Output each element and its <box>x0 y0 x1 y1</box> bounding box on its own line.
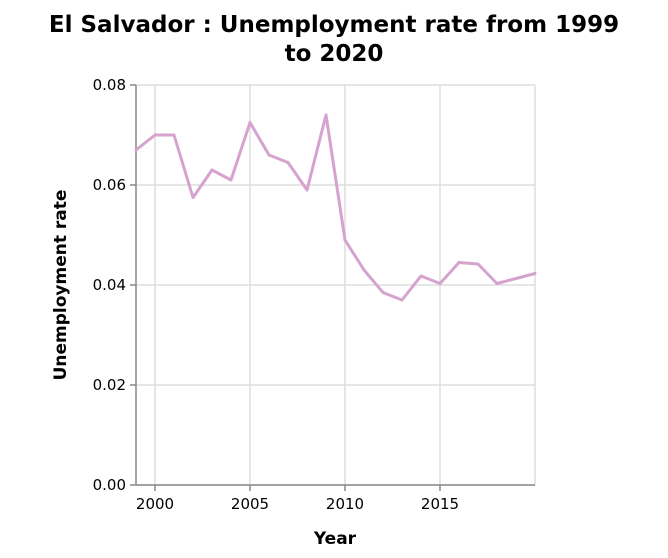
series-line <box>134 113 537 302</box>
data-point <box>438 282 442 285</box>
y-tick-label: 0.04 <box>93 276 126 294</box>
data-point <box>324 113 328 117</box>
grid <box>136 84 536 486</box>
data-point <box>343 238 347 242</box>
x-tick-label: 2010 <box>326 495 364 513</box>
data-point <box>495 282 499 285</box>
data-point <box>419 274 423 278</box>
data-point <box>267 153 271 157</box>
data-point <box>400 298 404 302</box>
x-tick-label: 2005 <box>231 495 269 513</box>
x-tick-label: 2000 <box>136 495 174 513</box>
data-point <box>457 261 461 264</box>
axes: 0.00 0.02 0.04 0.06 0.08 2000 2005 2010 2015 <box>93 76 535 513</box>
data-point <box>286 161 290 164</box>
data-point <box>153 133 157 137</box>
data-point <box>476 262 480 266</box>
y-tick-label: 0.08 <box>93 76 126 94</box>
data-point <box>229 178 233 182</box>
y-axis-title: Unemployment rate <box>51 190 71 381</box>
data-point <box>191 196 195 199</box>
chart-title-line-1: El Salvador : Unemployment rate from 199… <box>49 12 619 38</box>
data-point <box>248 121 252 124</box>
y-tick-label: 0.02 <box>93 376 126 394</box>
x-tick-label: 2015 <box>421 495 459 513</box>
data-point <box>305 188 309 192</box>
y-tick-label: 0.06 <box>93 176 126 194</box>
data-point <box>514 277 518 280</box>
series-layer <box>134 113 537 302</box>
chart-title-line-2: to 2020 <box>285 41 384 67</box>
data-point <box>134 148 138 152</box>
data-point <box>172 133 176 137</box>
data-point <box>362 268 366 272</box>
x-axis-title: Year <box>313 529 357 549</box>
data-point <box>210 168 214 172</box>
y-tick-label: 0.00 <box>93 476 126 494</box>
data-point <box>381 291 385 294</box>
data-point <box>533 272 537 275</box>
